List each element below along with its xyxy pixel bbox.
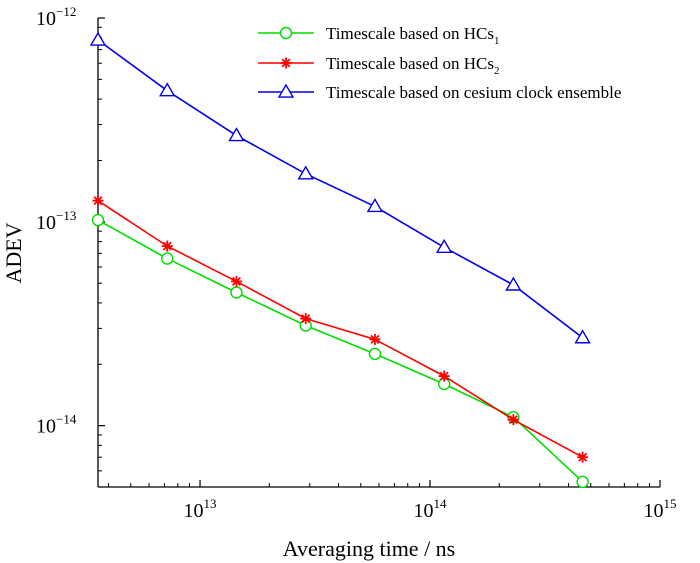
series-2-point: [369, 333, 381, 345]
series-1-point: [368, 347, 382, 361]
legend: Timescale based on HCs1 Timescale based o…: [258, 24, 621, 102]
series-3-point: [505, 276, 522, 291]
y-tick-label: 10−14: [36, 412, 77, 438]
legend-label: Timescale based on HCs1: [326, 24, 499, 47]
series-3-point: [228, 127, 245, 142]
series-3-point: [297, 165, 314, 180]
series-1-point: [91, 213, 105, 227]
series-2-point: [230, 275, 242, 287]
series-2-point: [577, 451, 589, 463]
series-2-point: [438, 370, 450, 382]
series-1-point: [230, 286, 243, 299]
series-3: [89, 31, 591, 344]
series-3-point: [159, 82, 176, 97]
y-tick-label: 10−13: [36, 208, 76, 234]
series-3-point: [89, 31, 107, 46]
legend-marker: [280, 57, 292, 69]
series-3-point: [366, 198, 384, 213]
series-3-point: [574, 329, 591, 344]
series-1-point: [576, 475, 589, 489]
series-3-point: [435, 238, 453, 254]
legend-entry-2: Timescale based on HCs2: [258, 54, 499, 77]
legend-label: Timescale based on cesium clock ensemble: [326, 83, 621, 102]
legend-marker: [279, 26, 293, 40]
x-axis-label: Averaging time / ns: [283, 536, 456, 561]
x-tick-label: 1014: [414, 496, 448, 522]
legend-entry-3: Timescale based on cesium clock ensemble: [258, 83, 621, 102]
series-2-line: [97, 199, 583, 458]
series-3-line: [97, 39, 584, 339]
series-2-point: [300, 313, 312, 325]
legend-entry-1: Timescale based on HCs1: [258, 24, 499, 47]
series-2-point: [161, 240, 173, 252]
legend-label: Timescale based on HCs2: [326, 54, 499, 77]
y-axis-label: ADEV: [1, 222, 26, 283]
series-2-point: [92, 195, 104, 207]
series-layer: [89, 31, 591, 489]
y-tick-label: 10−12: [36, 4, 76, 30]
series-2-point: [507, 414, 519, 426]
legend-marker: [277, 83, 295, 98]
series-1: [91, 213, 589, 489]
series-2: [92, 195, 589, 463]
series-1-point: [161, 252, 174, 265]
axes: 1013 1014 1015 10−12 10−13 10−14 Averaging tim…: [1, 4, 677, 561]
x-tick-label: 1013: [184, 496, 217, 522]
x-tick-label: 1015: [644, 496, 677, 522]
